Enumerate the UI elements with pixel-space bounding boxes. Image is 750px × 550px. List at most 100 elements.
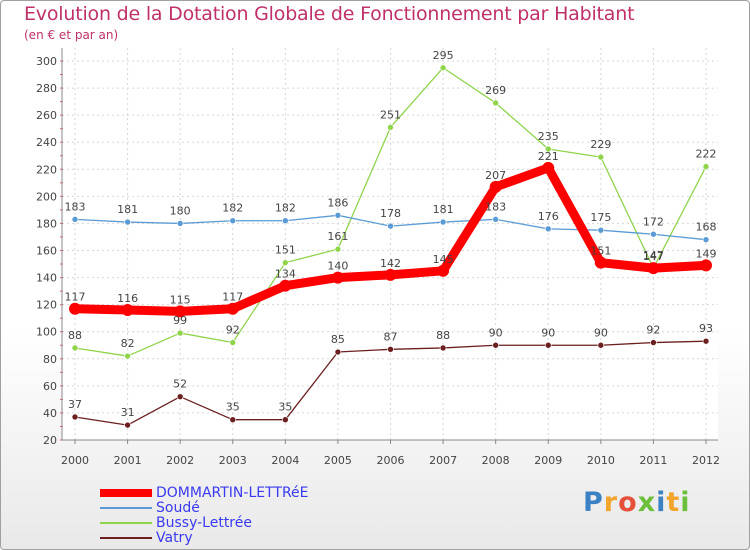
data-point-bussy-lettr-e (334, 245, 342, 253)
data-label-bussy-lettr-e: 88 (68, 329, 82, 342)
x-tick-label: 2005 (324, 454, 352, 467)
data-label-vatry: 90 (489, 326, 503, 339)
y-tick-label: 280 (36, 82, 57, 95)
data-point-dommartin-lettr-e (700, 259, 712, 272)
y-tick-label: 220 (36, 163, 57, 176)
data-point-soud (702, 236, 710, 243)
data-label-soud: 182 (222, 202, 243, 215)
data-point-dommartin-lettr-e (384, 268, 397, 281)
data-label-soud: 175 (590, 211, 611, 224)
data-label-vatry: 92 (646, 324, 660, 337)
logo-letter: i (656, 487, 667, 518)
data-point-soud (387, 222, 394, 230)
data-label-dommartin-lettr-e: 115 (170, 293, 191, 306)
data-point-vatry (282, 416, 289, 423)
data-label-dommartin-lettr-e: 117 (222, 291, 243, 304)
data-label-vatry: 35 (278, 401, 292, 414)
chart-subtitle: (en € et par an) (24, 28, 119, 42)
data-point-bussy-lettr-e (702, 163, 710, 170)
logo-letter: x (637, 487, 657, 518)
data-label-soud: 181 (117, 203, 138, 216)
data-label-bussy-lettr-e: 229 (590, 138, 611, 151)
data-point-bussy-lettr-e (492, 99, 499, 107)
data-point-bussy-lettr-e (282, 259, 289, 266)
x-tick-label: 2006 (377, 454, 405, 467)
data-label-bussy-lettr-e: 269 (485, 84, 506, 97)
data-point-bussy-lettr-e (71, 344, 79, 352)
data-point-dommartin-lettr-e (542, 161, 555, 174)
x-tick-label: 2002 (166, 454, 194, 467)
x-tick-label: 2008 (482, 454, 510, 467)
logo-letter: t (666, 487, 681, 518)
data-label-bussy-lettr-e: 295 (433, 49, 454, 62)
y-tick-label: 200 (36, 190, 57, 203)
data-label-soud: 182 (275, 202, 296, 215)
legend-swatch-vatry (100, 537, 152, 539)
data-label-bussy-lettr-e: 251 (380, 108, 401, 121)
data-point-bussy-lettr-e (387, 124, 394, 131)
x-tick-label: 2007 (429, 454, 457, 467)
data-label-soud: 168 (696, 221, 717, 234)
data-point-soud (176, 220, 184, 227)
x-tick-label: 2009 (534, 454, 562, 467)
data-point-bussy-lettr-e (439, 64, 447, 72)
data-label-soud: 178 (380, 207, 401, 220)
data-point-bussy-lettr-e (597, 153, 605, 161)
legend-label-dommartin: DOMMARTIN-LETTRéE (156, 485, 309, 501)
data-point-dommartin-lettr-e (489, 180, 502, 193)
y-tick-label: 120 (36, 299, 57, 312)
y-tick-label: 140 (36, 272, 57, 285)
data-label-bussy-lettr-e: 235 (538, 130, 559, 143)
y-tick-label: 40 (43, 407, 57, 420)
data-label-soud: 183 (65, 200, 86, 213)
logo-letter: r (603, 487, 619, 518)
data-point-dommartin-lettr-e (121, 304, 134, 317)
data-point-dommartin-lettr-e (594, 256, 607, 269)
x-tick-label: 2000 (61, 454, 89, 467)
data-label-vatry: 88 (436, 329, 450, 342)
data-label-dommartin-lettr-e: 147 (643, 250, 664, 263)
data-point-vatry (176, 393, 184, 400)
legend-label-vatry: Vatry (156, 530, 193, 546)
data-label-bussy-lettr-e: 147 (643, 249, 664, 262)
x-tick-label: 2004 (271, 454, 299, 467)
data-point-dommartin-lettr-e (331, 271, 344, 284)
data-point-vatry (71, 413, 79, 421)
data-point-soud (492, 216, 499, 223)
y-tick-label: 180 (36, 217, 57, 230)
data-label-vatry: 85 (331, 333, 345, 346)
data-label-dommartin-lettr-e: 117 (65, 291, 86, 304)
series-layer (69, 64, 712, 429)
proxiti-logo: Proxiti (583, 487, 691, 518)
data-point-dommartin-lettr-e (647, 262, 660, 275)
data-point-soud (229, 217, 237, 225)
x-tick-label: 2012 (692, 454, 720, 467)
legend-swatch-soude (100, 507, 152, 509)
data-label-soud: 183 (485, 200, 506, 213)
data-label-vatry: 90 (594, 326, 608, 339)
data-label-dommartin-lettr-e: 116 (117, 292, 138, 305)
x-tick-label: 2011 (639, 454, 667, 467)
y-tick-label: 20 (43, 434, 57, 447)
data-label-soud: 181 (433, 203, 454, 216)
data-point-vatry (597, 341, 605, 349)
y-tick-label: 260 (36, 109, 57, 122)
logo-letter: P (583, 487, 604, 518)
chart-title: Evolution de la Dotation Globale de Fonc… (24, 3, 635, 25)
data-point-soud (650, 230, 657, 238)
data-label-vatry: 93 (699, 322, 713, 335)
data-point-dommartin-lettr-e (174, 305, 187, 318)
data-label-dommartin-lettr-e: 149 (696, 247, 717, 260)
legend-label-bussy: Bussy-Lettrée (156, 515, 252, 531)
y-tick-label: 60 (43, 380, 57, 393)
data-point-vatry (544, 341, 552, 349)
data-point-vatry (387, 346, 394, 353)
y-tick-label: 100 (36, 326, 57, 339)
data-point-dommartin-lettr-e (437, 264, 450, 277)
x-tick-label: 2003 (219, 454, 247, 467)
data-point-dommartin-lettr-e (69, 302, 81, 315)
data-point-vatry (702, 337, 710, 345)
data-label-dommartin-lettr-e: 145 (433, 253, 454, 266)
data-label-soud: 180 (170, 204, 191, 217)
